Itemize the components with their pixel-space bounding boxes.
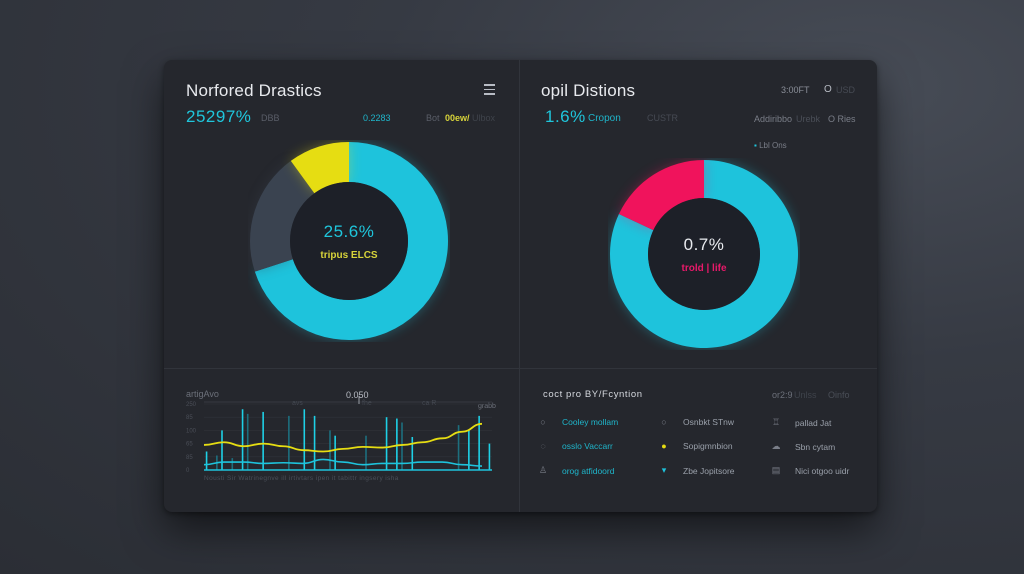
cyan-triangle-icon: ▾ [661,465,667,475]
cloud-icon: ☁ [771,441,781,451]
right-big-stat: 1.6% [545,107,586,126]
shield-icon: ◌ [540,441,546,451]
donut-hole [648,198,760,310]
list-item-label: pallad Jat [795,417,832,428]
line-bar-chart: 250 85 100 65 85 0 [186,396,492,474]
right-stat-sub: CUSTR [647,113,678,123]
donut-segment-yellow [290,142,349,194]
right-filter-a[interactable]: Addiribbo [754,114,793,124]
list-item[interactable]: ▤ Nici otgoo uidr [771,465,850,476]
left-metric-b-value: 00ew/ [445,113,470,123]
cyan-line [203,458,483,467]
left-metric-b-suffix: Ulbox [472,113,496,123]
list-item-label: Sbn cytam [795,441,836,452]
list-item-label: orog atfidoord [562,465,615,476]
right-donut-chart: 0.7% trold | life [608,158,800,350]
right-filter-c[interactable]: O Ries [828,114,856,124]
list-item-label: osslo Vaccarr [562,441,613,451]
left-panel-title: Norfored Drastics [186,81,322,100]
vertical-divider [519,60,520,512]
list-item-label: Sopigmnbion [683,441,733,451]
right-top-b[interactable]: O [824,84,832,95]
y-tick-label: 65 [186,442,193,448]
chart-title: artigAvo [186,389,219,399]
yellow-line [203,422,483,453]
donut-segment-slate [250,160,315,272]
chart-x-labels: Nousti Sir Watrinegnve ill irtivtars ipe… [204,475,399,482]
right-top-c: USD [836,85,856,95]
right-panel-title: opil Distions [541,81,636,100]
y-tick-label: 85 [186,455,193,461]
y-tick-label: 0 [186,468,190,474]
section-right-b: Unlss [794,390,817,400]
section-title: coct pro BY/Fcyntion [543,389,643,400]
list-item-label: Osnbkt STnw [683,417,735,427]
right-top-a: 3:00FT [781,85,810,95]
chart-top-label-1: fhe [362,400,372,407]
left-donut-chart: 25.6% tripus ELCS [248,140,450,342]
list-item[interactable]: ♖ pallad Jat [771,417,831,428]
right-legend: ▪ Lbl Ons [754,141,787,150]
list-item[interactable]: ○ Cooley mollam [538,417,618,427]
donut-segment-cyan [610,160,798,348]
list-item-label: Nici otgoo uidr [795,465,850,476]
list-item[interactable]: ♙ orog atfidoord [538,465,615,476]
calendar-icon: ▤ [771,465,781,475]
y-tick-label: 100 [186,428,197,434]
legend-dot-icon: ▪ [754,141,757,150]
list-item[interactable]: ● Sopigmnbion [659,441,733,451]
right-legend-label: Lbl Ons [759,141,787,150]
list-item[interactable]: ◌ osslo Vaccarr [538,441,613,451]
hamburger-menu-icon[interactable] [484,84,495,98]
list-item[interactable]: ○ Osnbkt STnw [659,417,734,427]
list-item[interactable]: ▾ Zbe Jopitsore [659,465,735,476]
right-filter-b[interactable]: Urebk [796,114,821,124]
circle-outline-icon: ○ [540,417,546,427]
y-tick-label: 85 [186,415,193,421]
chart-marker-label: 0.050 [346,390,369,400]
list-item-label: Zbe Jopitsore [683,465,735,476]
circle-outline-icon: ○ [661,417,667,427]
bag-icon: ♖ [771,417,781,427]
chart-top-label-0: avs [292,400,303,407]
right-stat-label: Cropon [588,113,621,124]
dashboard-card: Norfored Drastics 25297% DBB 0.2283 Bot … [164,60,877,512]
horizontal-divider [164,368,877,369]
left-metric-a: 0.2283 [363,113,391,123]
section-right-a: or2:9 [772,390,793,400]
y-tick-label: 250 [186,402,197,408]
list-item-label: Cooley mollam [562,417,619,427]
yellow-dot-icon: ● [661,441,667,451]
chart-top-label-2: ca R [422,400,437,407]
left-stat-sub: DBB [261,113,280,123]
left-big-stat: 25297% [186,107,252,126]
donut-segment-cyan [254,142,448,340]
left-metric-b-label: Bot [426,113,440,123]
chart-corner-label: grabb [478,403,496,410]
list-item[interactable]: ☁ Sbn cytam [771,441,836,452]
donut-hole [290,182,408,300]
donut-segment-pink [618,160,704,231]
user-icon: ♙ [538,465,548,475]
section-right-c[interactable]: Oinfo [828,390,850,400]
